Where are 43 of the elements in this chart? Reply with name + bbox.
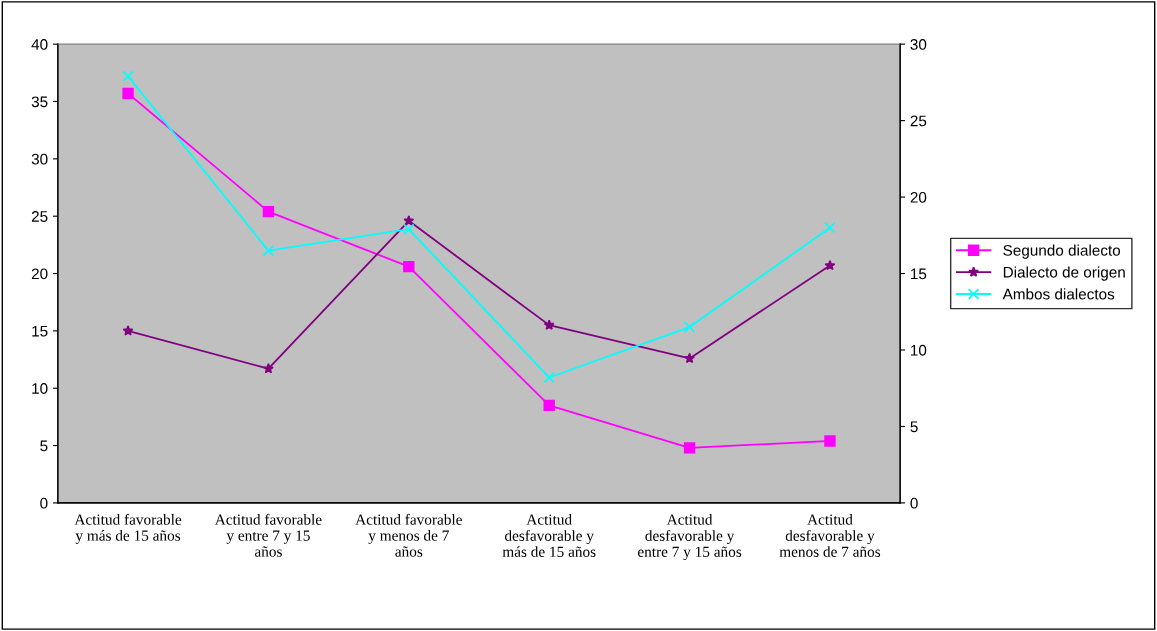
y-tick-label: 30 [31,153,48,165]
point [824,221,836,234]
legend-label: Ambos dialectos [1002,288,1115,300]
point [262,363,274,374]
point [403,215,415,226]
y-tick-label: 25 [31,211,48,222]
y-tick-label: 10 [32,383,48,394]
legend-label: Dialecto de origen [1003,266,1125,281]
y2-tick-label: 15 [911,268,927,280]
point [262,244,275,257]
x-tick-label: Actitud desfavorable y más de 15 años [502,514,596,557]
point [543,399,555,412]
point [824,259,836,271]
y2-tick-label: 10 [911,344,927,356]
y-tick-label: 15 [32,325,48,337]
point [403,260,415,273]
y-tick-label: 35 [31,96,48,108]
x-tick-label: Actitud favorable y más de 15 años [74,513,182,544]
x-tick-label: Actitud desfavorable y menos de 7 años [779,514,881,557]
point [543,371,555,384]
point [403,223,415,235]
point [684,352,696,364]
x-tick-label: Actitud desfavorable y entre 7 y 15 años [637,514,742,561]
point [122,70,134,82]
x-tick-label: Actitud favorable y entre 7 y 15 años [214,513,322,557]
y-tick-label: 0 [40,497,48,509]
y2-tick-label: 0 [910,497,918,509]
point [262,205,275,218]
y-tick-label: 20 [31,268,48,280]
point [122,87,134,100]
y2-tick-label: 20 [910,191,927,203]
legend-label: Segundo dialecto [1003,244,1121,259]
point [824,435,836,447]
y2-tick-label: 30 [910,39,927,50]
point [683,442,696,454]
point [543,319,555,330]
x-tick-label: Actitud favorable y menos de 7 años [355,513,462,557]
y-tick-label: 5 [40,440,48,452]
point [683,321,696,333]
y2-tick-label: 5 [910,421,918,433]
y-tick-label: 40 [31,39,48,50]
point [122,325,134,336]
y2-tick-label: 25 [910,115,927,127]
